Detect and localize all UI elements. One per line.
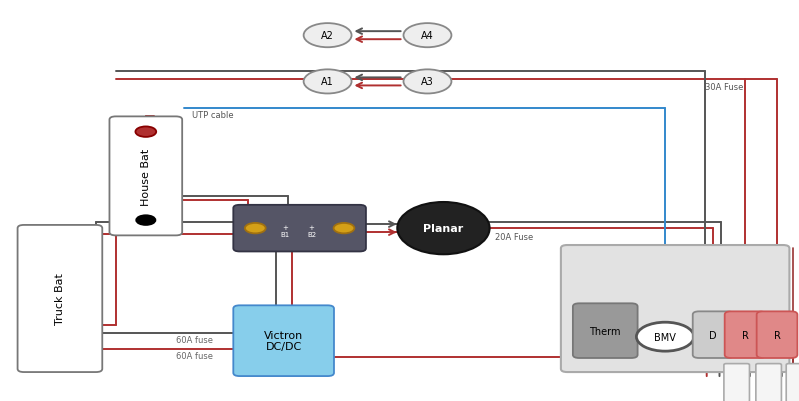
FancyBboxPatch shape [725,312,765,358]
Text: 30A Fuse: 30A Fuse [705,83,744,92]
FancyBboxPatch shape [724,364,749,401]
FancyBboxPatch shape [18,225,102,372]
Text: +
B1: + B1 [280,224,290,237]
Ellipse shape [397,203,490,255]
Text: A1: A1 [321,77,334,87]
Text: R: R [741,330,749,340]
FancyBboxPatch shape [756,364,781,401]
Text: Planar: Planar [423,224,463,233]
FancyBboxPatch shape [573,304,638,358]
Circle shape [136,127,157,138]
Circle shape [403,24,451,48]
Circle shape [304,70,352,94]
FancyBboxPatch shape [693,312,733,358]
Circle shape [136,216,155,225]
Text: BMV: BMV [654,332,676,342]
FancyBboxPatch shape [109,117,182,236]
FancyBboxPatch shape [233,306,334,376]
Text: Victron
DC/DC: Victron DC/DC [264,330,304,352]
Text: A4: A4 [421,31,434,41]
FancyBboxPatch shape [786,364,799,401]
FancyBboxPatch shape [561,245,789,372]
Text: A2: A2 [321,31,334,41]
Text: 60A fuse: 60A fuse [176,352,213,360]
FancyBboxPatch shape [757,312,797,358]
Text: A3: A3 [421,77,434,87]
Text: 60A fuse: 60A fuse [176,336,213,344]
Text: D: D [710,330,717,340]
Text: +
B2: + B2 [307,224,316,237]
Text: 20A Fuse: 20A Fuse [495,232,534,241]
FancyBboxPatch shape [233,205,366,252]
Circle shape [334,223,355,234]
Text: House Bat: House Bat [141,148,151,205]
Text: Therm: Therm [590,326,621,336]
Text: UTP cable: UTP cable [192,111,233,120]
Text: R: R [773,330,781,340]
Circle shape [245,223,265,234]
Circle shape [403,70,451,94]
Circle shape [636,322,694,351]
Text: Truck Bat: Truck Bat [55,273,65,325]
Circle shape [304,24,352,48]
